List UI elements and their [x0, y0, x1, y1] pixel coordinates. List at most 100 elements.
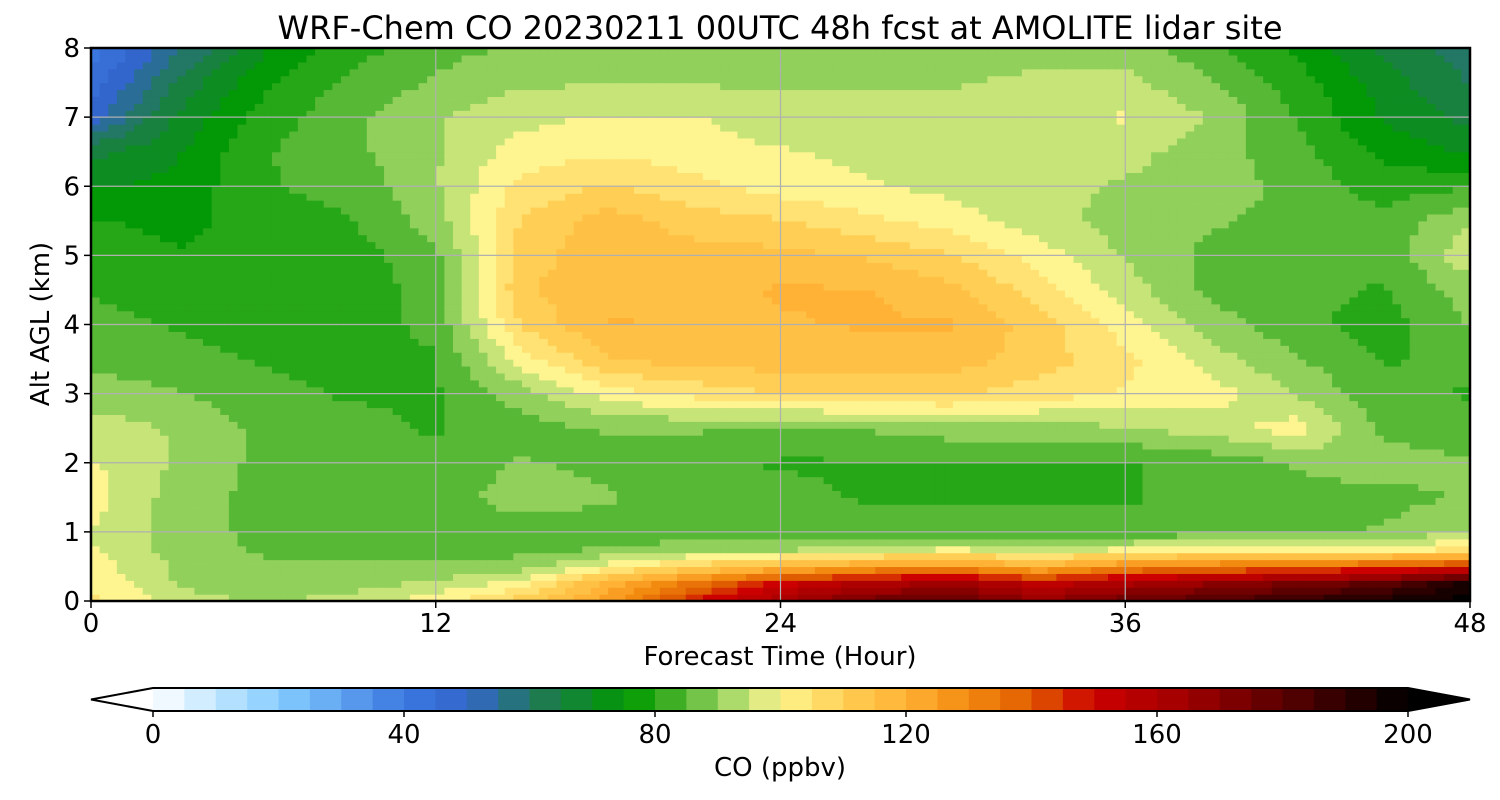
heatmap-cell: [1116, 407, 1126, 415]
heatmap-cell: [1064, 497, 1075, 505]
heatmap-cell: [952, 538, 963, 547]
heatmap-cell: [271, 594, 282, 601]
heatmap-cell: [1159, 594, 1169, 601]
heatmap-cell: [384, 435, 394, 443]
heatmap-cell: [271, 497, 282, 505]
heatmap-cell: [642, 524, 652, 533]
heatmap-cell: [418, 483, 428, 491]
heatmap-cell: [1263, 442, 1273, 450]
heatmap-cell: [728, 538, 739, 547]
heatmap-cell: [573, 455, 583, 464]
heatmap-cell: [556, 428, 566, 436]
heatmap-cell: [849, 504, 859, 512]
heatmap-cell: [944, 386, 954, 395]
heatmap-cell: [237, 552, 247, 561]
heatmap-cell: [952, 421, 963, 429]
heatmap-cell: [1409, 455, 1419, 464]
heatmap-cell: [547, 511, 558, 519]
heatmap-cell: [625, 448, 635, 457]
heatmap-cell: [203, 566, 213, 574]
heatmap-cell: [728, 580, 739, 588]
heatmap-cell: [1461, 455, 1470, 464]
heatmap-cell: [1332, 504, 1342, 512]
heatmap-cell: [228, 552, 239, 561]
heatmap-cell: [539, 414, 549, 422]
heatmap-cell: [1357, 455, 1368, 464]
heatmap-cell: [185, 421, 196, 429]
heatmap-cell: [780, 435, 790, 443]
heatmap-cell: [297, 538, 308, 547]
heatmap-cell: [1444, 393, 1454, 402]
heatmap-cell: [840, 497, 851, 505]
heatmap-cell: [384, 407, 394, 415]
heatmap-cell: [323, 580, 333, 588]
heatmap-cell: [375, 504, 385, 512]
heatmap-cell: [91, 504, 101, 512]
heatmap-cell: [754, 421, 764, 429]
heatmap-cell: [177, 594, 187, 601]
heatmap-cell: [203, 580, 213, 588]
heatmap-cell: [754, 594, 764, 601]
heatmap-cell: [401, 594, 411, 601]
heatmap-cell: [918, 462, 928, 471]
heatmap-cell: [1271, 497, 1281, 505]
heatmap-cell: [901, 559, 911, 568]
heatmap-cell: [1228, 497, 1238, 505]
heatmap-cell: [530, 538, 540, 547]
heatmap-cell: [780, 497, 790, 505]
heatmap-cell: [659, 462, 670, 471]
heatmap-cell: [1401, 566, 1411, 574]
heatmap-cell: [935, 421, 945, 429]
heatmap-cell: [814, 566, 825, 574]
heatmap-cell: [366, 400, 377, 409]
heatmap-cell: [590, 483, 601, 491]
heatmap-cell: [1125, 407, 1135, 415]
heatmap-cell: [995, 448, 1006, 457]
heatmap-cell: [306, 552, 316, 561]
heatmap-cell: [194, 511, 204, 519]
heatmap-cell: [918, 483, 928, 491]
heatmap-cell: [496, 545, 506, 554]
heatmap-cell: [1383, 442, 1394, 450]
heatmap-cell: [1039, 448, 1049, 457]
heatmap-cell: [918, 504, 928, 512]
heatmap-cell: [875, 552, 885, 561]
heatmap-cell: [1245, 428, 1256, 436]
heatmap-cell: [1357, 490, 1368, 498]
heatmap-cell: [1176, 490, 1187, 498]
heatmap-cell: [375, 462, 385, 471]
heatmap-cell: [392, 587, 402, 595]
heatmap-cell: [694, 594, 704, 601]
heatmap-cell: [461, 580, 471, 588]
heatmap-cell: [289, 524, 299, 533]
heatmap-cell: [711, 573, 721, 581]
heatmap-cell: [565, 573, 575, 581]
heatmap-cell: [1306, 483, 1316, 491]
heatmap-cell: [1444, 552, 1454, 561]
heatmap-cell: [384, 428, 394, 436]
heatmap-cell: [1426, 504, 1437, 512]
heatmap-cell: [1220, 393, 1230, 402]
heatmap-cell: [547, 421, 558, 429]
heatmap-cell: [289, 497, 299, 505]
heatmap-cell: [271, 552, 282, 561]
heatmap-cell: [496, 573, 506, 581]
heatmap-cell: [1444, 407, 1454, 415]
heatmap-cell: [702, 552, 713, 561]
heatmap-cell: [1289, 448, 1299, 457]
heatmap-cell: [608, 531, 618, 540]
heatmap-cell: [409, 442, 420, 450]
heatmap-cell: [909, 511, 919, 519]
heatmap-cell: [771, 386, 782, 395]
heatmap-cell: [332, 421, 342, 429]
heatmap-cell: [918, 538, 928, 547]
heatmap-cell: [315, 469, 325, 478]
heatmap-cell: [271, 421, 282, 429]
heatmap-cell: [720, 490, 730, 498]
heatmap-cell: [1289, 462, 1299, 471]
heatmap-cell: [1211, 407, 1221, 415]
heatmap-cell: [780, 504, 790, 512]
heatmap-cell: [289, 511, 299, 519]
heatmap-cell: [1039, 538, 1049, 547]
heatmap-cell: [1220, 469, 1230, 478]
